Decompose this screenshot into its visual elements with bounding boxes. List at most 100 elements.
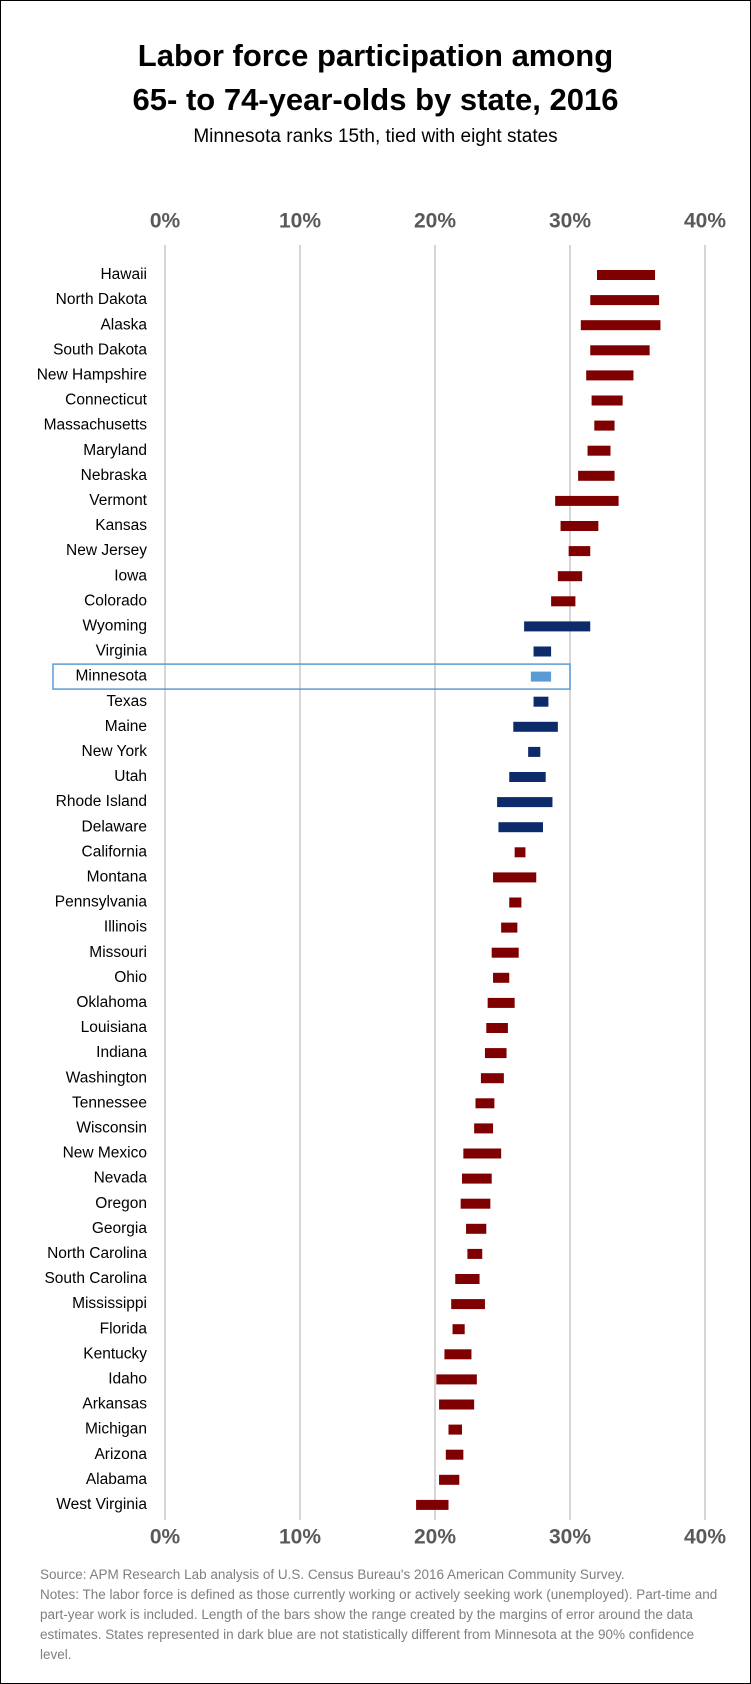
state-label-oklahoma: Oklahoma xyxy=(76,994,147,1011)
range-bar-south-carolina xyxy=(455,1274,480,1284)
state-label-wyoming: Wyoming xyxy=(83,617,147,634)
chart-subtitle: Minnesota ranks 15th, tied with eight st… xyxy=(193,126,558,147)
range-bar-tennessee xyxy=(475,1098,495,1109)
range-bar-south-dakota xyxy=(590,345,650,356)
state-label-west-virginia: West Virginia xyxy=(56,1496,147,1513)
state-label-north-dakota: North Dakota xyxy=(56,291,148,308)
state-label-kansas: Kansas xyxy=(95,517,147,534)
state-label-arkansas: Arkansas xyxy=(82,1396,147,1413)
state-label-north-carolina: North Carolina xyxy=(47,1245,147,1262)
range-bar-iowa xyxy=(557,571,583,582)
state-label-georgia: Georgia xyxy=(92,1220,148,1237)
range-bar-pennsylvania xyxy=(509,897,522,908)
range-bar-mississippi xyxy=(451,1299,485,1310)
range-bar-colorado xyxy=(551,596,576,607)
range-bar-california xyxy=(514,847,526,858)
state-label-arizona: Arizona xyxy=(94,1446,147,1463)
range-bar-utah xyxy=(509,772,546,782)
range-bar-massachusetts xyxy=(594,420,615,431)
state-label-connecticut: Connecticut xyxy=(65,392,148,409)
range-bar-indiana xyxy=(484,1048,507,1059)
state-label-idaho: Idaho xyxy=(108,1370,147,1387)
range-bar-nebraska xyxy=(578,470,615,481)
range-bar-maryland xyxy=(587,445,611,456)
state-label-colorado: Colorado xyxy=(84,592,147,609)
state-label-nevada: Nevada xyxy=(94,1170,148,1187)
state-label-south-dakota: South Dakota xyxy=(53,341,147,358)
state-label-louisiana: Louisiana xyxy=(81,1019,148,1036)
range-bar-new-jersey xyxy=(568,546,591,557)
range-bar-new-mexico xyxy=(463,1148,502,1159)
range-bar-alaska xyxy=(580,320,661,331)
state-label-tennessee: Tennessee xyxy=(72,1094,147,1111)
tick-label-bottom-40: 40% xyxy=(684,1526,726,1549)
range-bar-north-carolina xyxy=(467,1248,483,1259)
range-bar-hawaii xyxy=(597,270,656,280)
state-label-michigan: Michigan xyxy=(85,1421,147,1438)
state-label-virginia: Virginia xyxy=(96,643,148,660)
state-label-massachusetts: Massachusetts xyxy=(44,417,148,434)
range-bar-kansas xyxy=(560,521,599,531)
range-bar-texas xyxy=(533,696,549,707)
range-bar-new-hampshire xyxy=(586,370,634,381)
methodology-note: Notes: The labor force is defined as tho… xyxy=(40,1587,718,1662)
state-label-oregon: Oregon xyxy=(95,1195,147,1212)
state-label-kentucky: Kentucky xyxy=(83,1345,147,1362)
state-label-pennsylvania: Pennsylvania xyxy=(55,894,148,911)
range-bar-nevada xyxy=(462,1173,492,1184)
tick-label-top-0: 0% xyxy=(150,210,181,233)
state-label-delaware: Delaware xyxy=(82,818,147,835)
state-label-alabama: Alabama xyxy=(86,1471,148,1488)
range-bar-kentucky xyxy=(444,1349,472,1360)
state-label-utah: Utah xyxy=(114,768,147,785)
range-bar-connecticut xyxy=(591,395,623,406)
state-label-nebraska: Nebraska xyxy=(81,467,148,484)
tick-label-top-30: 30% xyxy=(549,210,591,233)
state-label-florida: Florida xyxy=(100,1320,148,1337)
state-label-wisconsin: Wisconsin xyxy=(76,1119,147,1136)
range-bar-missouri xyxy=(491,947,519,958)
source-note: Source: APM Research Lab analysis of U.S… xyxy=(40,1567,625,1582)
tick-label-top-40: 40% xyxy=(684,210,726,233)
range-bar-georgia xyxy=(466,1223,487,1234)
state-label-vermont: Vermont xyxy=(89,492,147,509)
range-bar-oklahoma xyxy=(487,997,515,1008)
state-label-mississippi: Mississippi xyxy=(72,1295,147,1312)
range-bar-illinois xyxy=(501,922,518,933)
tick-label-bottom-0: 0% xyxy=(150,1526,181,1549)
tick-label-bottom-20: 20% xyxy=(414,1526,456,1549)
tick-label-bottom-10: 10% xyxy=(279,1526,321,1549)
range-bar-west-virginia xyxy=(416,1499,449,1510)
state-label-new-mexico: New Mexico xyxy=(63,1145,147,1162)
range-bar-florida xyxy=(452,1324,465,1335)
range-bar-vermont xyxy=(555,495,619,506)
state-label-texas: Texas xyxy=(107,693,148,710)
range-bar-washington xyxy=(480,1073,504,1084)
state-label-indiana: Indiana xyxy=(96,1044,147,1061)
range-bar-oregon xyxy=(460,1198,491,1209)
state-label-new-hampshire: New Hampshire xyxy=(37,366,147,383)
chart-title-line-2: 65- to 74-year-olds by state, 2016 xyxy=(132,82,619,117)
state-label-missouri: Missouri xyxy=(89,944,147,961)
state-label-maryland: Maryland xyxy=(83,442,147,459)
state-labels: Hawaii North Dakota Alaska South Dakota New … xyxy=(37,266,148,1513)
state-label-illinois: Illinois xyxy=(104,919,147,936)
tick-label-top-20: 20% xyxy=(414,210,456,233)
range-bar-maine xyxy=(513,721,558,732)
range-bar-wisconsin xyxy=(474,1123,494,1134)
range-bar-montana xyxy=(493,872,537,883)
range-bar-minnesota xyxy=(530,671,552,682)
range-bar-arkansas xyxy=(439,1399,475,1410)
state-label-south-carolina: South Carolina xyxy=(44,1270,147,1287)
range-bar-louisiana xyxy=(486,1023,508,1033)
state-label-washington: Washington xyxy=(66,1069,147,1086)
range-bar-new-york xyxy=(528,746,541,757)
state-label-ohio: Ohio xyxy=(114,969,147,986)
state-range-bars xyxy=(416,270,661,1510)
state-label-montana: Montana xyxy=(87,868,148,885)
chart-title-line-1: Labor force participation among xyxy=(137,38,614,73)
range-bar-ohio xyxy=(493,972,510,983)
range-bar-rhode-island xyxy=(497,797,553,808)
state-label-rhode-island: Rhode Island xyxy=(56,793,147,810)
